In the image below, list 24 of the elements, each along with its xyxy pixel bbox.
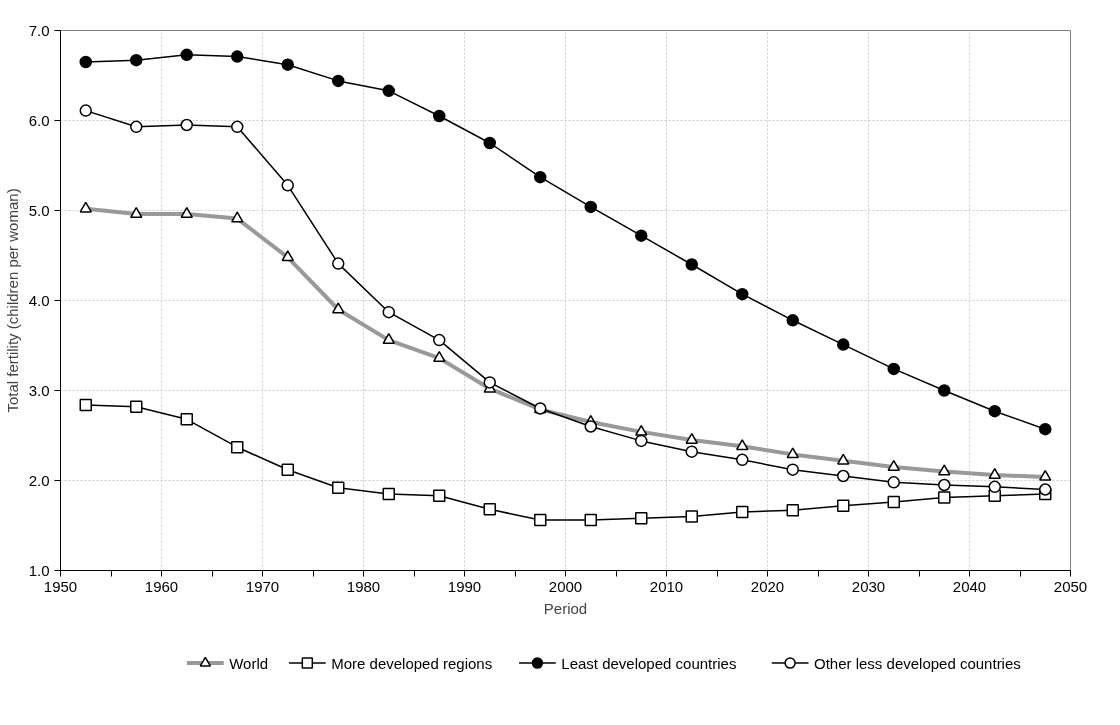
x-tick-label: 2050 bbox=[1053, 577, 1088, 595]
x-tick-label: 1990 bbox=[447, 577, 482, 595]
y-tick-label: 7.0 bbox=[28, 21, 50, 39]
x-tick-label: 2040 bbox=[952, 577, 987, 595]
y-tick-label: 6.0 bbox=[28, 111, 50, 129]
legend-label: More developed regions bbox=[331, 654, 493, 672]
x-tick-label: 2010 bbox=[649, 577, 684, 595]
x-tick-label: 1960 bbox=[144, 577, 179, 595]
y-tick-label: 5.0 bbox=[28, 201, 50, 219]
legend-label: World bbox=[229, 654, 269, 672]
legend-label: Other less developed countries bbox=[814, 654, 1021, 672]
x-tick-label: 2000 bbox=[548, 577, 583, 595]
legend-label: Least developed countries bbox=[561, 654, 737, 672]
y-tick-label: 3.0 bbox=[28, 381, 50, 399]
x-tick-label: 2030 bbox=[851, 577, 886, 595]
y-tick-label: 2.0 bbox=[28, 471, 50, 489]
x-tick-label: 2020 bbox=[750, 577, 785, 595]
y-tick-label: 1.0 bbox=[28, 561, 50, 579]
x-tick-label: 1950 bbox=[43, 577, 78, 595]
y-axis-title: Total fertility (children per woman) bbox=[3, 188, 21, 413]
x-axis-title: Period bbox=[543, 599, 588, 617]
y-tick-label: 4.0 bbox=[28, 291, 50, 309]
x-tick-label: 1970 bbox=[245, 577, 280, 595]
x-tick-label: 1980 bbox=[346, 577, 381, 595]
